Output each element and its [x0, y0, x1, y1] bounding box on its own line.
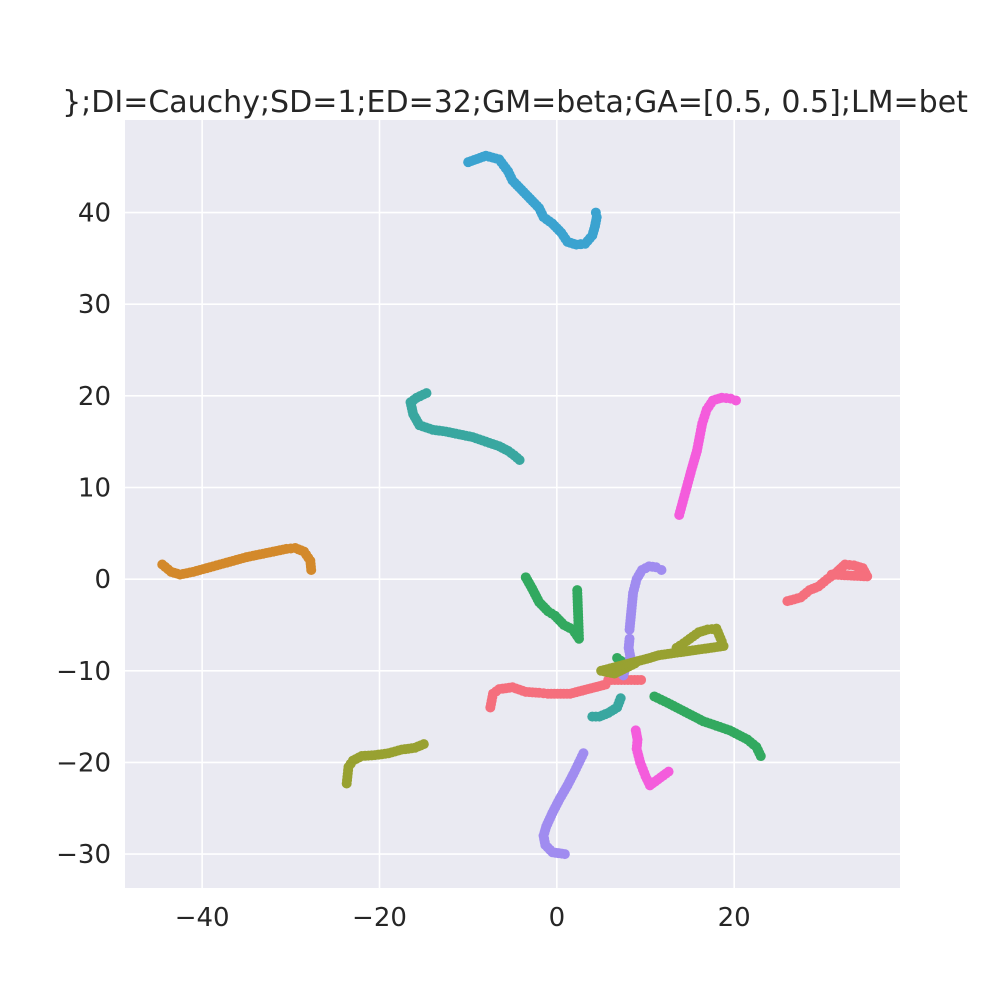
y-tick-label: 30 [78, 290, 111, 320]
scatter-point [614, 696, 625, 707]
scatter-point [538, 688, 549, 699]
y-tick-label: 20 [78, 382, 111, 412]
x-tick-label: 20 [718, 903, 751, 933]
scatter-point [715, 633, 726, 644]
scatter-point [590, 207, 601, 218]
point-cluster [649, 691, 766, 762]
point-cluster [341, 739, 429, 789]
y-tick-label: −30 [56, 840, 111, 870]
scatter-point [844, 559, 855, 570]
scatter-point [829, 569, 840, 580]
y-tick-label: 40 [78, 199, 111, 229]
scatter-point [305, 561, 316, 572]
scatter-point [278, 544, 289, 555]
scatter-point [699, 625, 710, 636]
point-cluster [405, 388, 525, 466]
scatter-point [626, 659, 637, 670]
scatter-point [632, 674, 643, 685]
scatter-point [597, 680, 608, 691]
x-tick-label: −40 [175, 903, 230, 933]
point-cluster [520, 572, 626, 666]
point-cluster [596, 623, 729, 679]
point-cluster [674, 392, 741, 520]
scatter-point [415, 740, 426, 751]
grid-lines [125, 120, 900, 888]
chart-title: };DI=Cauchy;SD=1;ED=32;GM=beta;GA=[0.5, … [62, 85, 968, 120]
scatter-point [591, 215, 602, 226]
scatter-point [530, 687, 541, 698]
scatter-point [660, 768, 671, 779]
plot-area [125, 120, 900, 888]
tick-labels: −40 −20 0 20 40 30 20 10 0 −10 −20 −30 [56, 199, 751, 933]
point-cluster [538, 748, 589, 860]
scatter-point [754, 747, 765, 758]
scatter-point [556, 848, 567, 859]
scatter-point [572, 588, 583, 599]
scatter-point [511, 452, 522, 463]
y-tick-label: −10 [56, 657, 111, 687]
y-tick-label: −20 [56, 748, 111, 778]
point-cluster [463, 150, 602, 250]
scatter-point [656, 564, 667, 575]
data-points [157, 150, 873, 860]
scatter-point [730, 395, 741, 406]
point-cluster [587, 693, 626, 722]
y-tick-label: 0 [94, 565, 111, 595]
scatter-point [721, 393, 732, 404]
scatter-point [713, 393, 724, 404]
x-tick-label: −20 [352, 903, 407, 933]
x-tick-label: 0 [549, 903, 566, 933]
point-cluster [630, 725, 674, 791]
scatter-point [285, 543, 296, 554]
y-tick-label: 10 [78, 474, 111, 504]
scatter-point [647, 561, 658, 572]
point-cluster [485, 674, 647, 713]
point-cluster [157, 542, 317, 580]
scatter-point [568, 238, 579, 249]
point-cluster [782, 559, 873, 607]
